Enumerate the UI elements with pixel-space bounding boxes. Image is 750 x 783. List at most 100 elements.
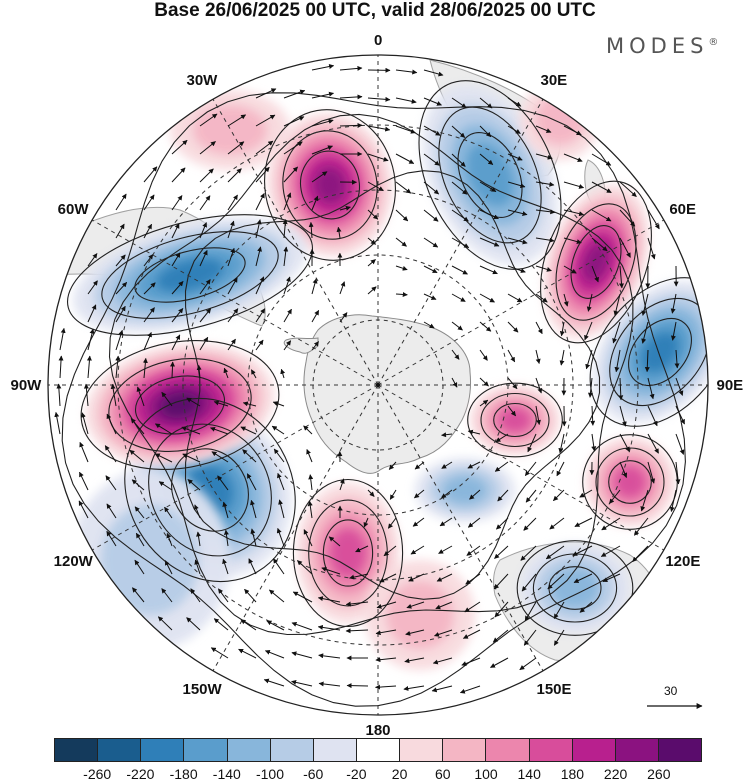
wind-vector [431,685,453,693]
wind-vector [311,118,334,127]
wind-vector [115,223,125,239]
wind-vector [222,501,229,519]
wind-vector [434,629,453,637]
wind-vector [423,125,441,136]
wind-vector [336,226,342,239]
wind-vector [524,601,537,622]
wind-vector [134,506,145,519]
wind-vector [535,209,556,215]
wind-vector [223,529,229,547]
wind-vector [591,209,612,222]
wind-vector [579,489,593,498]
anomaly-shell [466,143,514,207]
height-contour [628,318,692,386]
wind-vector [308,474,314,491]
colorbar-tick-label: -140 [212,766,241,782]
wind-vector [199,222,207,239]
wind-vector [227,247,235,267]
wind-vector [634,517,649,536]
colorbar-tick-label: 20 [391,766,408,782]
wind-vector [255,276,265,295]
wind-vector [367,96,391,102]
wind-vector [479,321,492,332]
height-contour [134,247,246,303]
colorbar-cell [529,739,573,761]
colorbar-tick-label: -60 [303,766,324,782]
wind-vector [619,209,636,227]
wind-vector [600,545,621,557]
anomaly-shell [583,243,609,281]
wind-vector [451,349,460,360]
wind-vector [199,308,212,323]
wind-vector [318,653,341,659]
wind-vector [227,194,238,211]
wind-vector [410,545,425,555]
anomaly-shell [550,568,600,608]
wind-vector [479,377,489,387]
wind-vector [255,88,277,99]
height-contour [540,180,652,344]
wind-vector [591,265,599,283]
wind-vector [132,587,145,603]
wind-vector [248,558,257,575]
wind-vector [187,479,201,491]
wind-vector [619,237,631,258]
wind-vector [441,461,453,469]
wind-vector [591,153,612,166]
wind-vector [647,461,656,484]
wind-vector [106,503,117,519]
wind-vector [250,499,257,519]
wind-vector [217,588,229,603]
wind-vector [131,479,145,491]
wind-vector [345,628,369,634]
wind-vector [507,405,516,417]
wind-vector [227,220,235,239]
wind-vector [104,445,117,463]
wind-vector [585,349,593,370]
antarctica-landmass [303,314,471,474]
wind-vector [579,601,593,613]
wind-vector [619,181,637,197]
wind-vector [311,171,328,183]
wind-vector [171,252,181,267]
wind-vector [136,386,145,407]
wind-vector [339,94,363,100]
wind-vector [79,471,89,491]
wind-vector [507,377,518,390]
wind-vector [423,237,439,248]
wind-vector [283,116,305,127]
wind-vector [465,573,481,585]
colorbar-cell [443,739,487,761]
wind-vector [612,321,621,344]
wind-vector [283,192,292,211]
height-contour [282,130,378,240]
wind-vector [311,195,319,211]
wind-vector [670,293,677,314]
wind-vector [171,139,188,155]
wind-vector [496,517,509,530]
wind-vector [166,532,173,547]
wind-vector [58,355,64,379]
wind-vector [242,401,257,407]
meridian-line [212,384,379,672]
longitude-label: 120E [665,552,701,570]
wind-vector [423,181,440,195]
wind-vector [507,349,516,363]
wind-vector [83,383,89,407]
wind-vector [142,357,148,379]
wind-vector [115,305,126,323]
wind-vector [143,166,158,183]
colorbar-cell [615,739,659,761]
wind-vector [395,153,415,164]
wind-vector [263,678,285,687]
wind-vector [535,405,541,425]
wind-vector [283,246,289,267]
wind-vector [171,195,183,211]
wind-vector [479,237,500,247]
wind-vector [563,181,585,189]
meridian-line [91,384,379,551]
wind-vector [283,141,303,155]
wind-vector [292,591,313,603]
colorbar-tick-label: -20 [346,766,367,782]
wind-vector [164,560,173,575]
